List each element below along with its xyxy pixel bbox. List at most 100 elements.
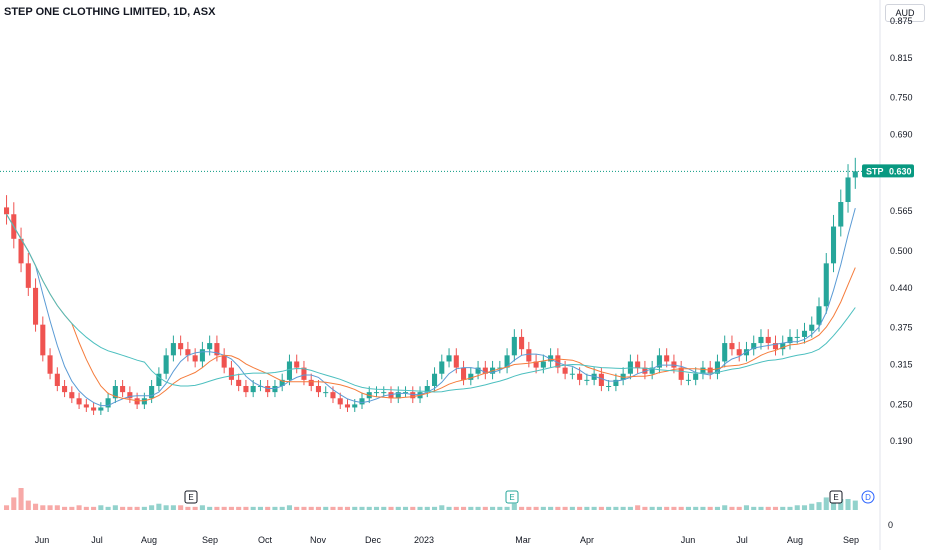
candle-body (25, 263, 31, 288)
volume-bar (816, 502, 822, 510)
volume-bar (722, 505, 728, 510)
volume-bar (838, 499, 844, 510)
x-tick-label: Oct (258, 535, 273, 545)
volume-bar (562, 506, 568, 510)
volume-bar (453, 506, 459, 510)
volume-bar (765, 506, 771, 510)
svg-text:E: E (509, 493, 514, 502)
candle-body (192, 355, 198, 362)
svg-text:E: E (188, 493, 193, 502)
volume-bar (257, 506, 263, 510)
volume-bar (337, 506, 343, 510)
x-tick-label: Aug (141, 535, 157, 545)
volume-bar (228, 506, 234, 510)
volume-bar (62, 506, 68, 510)
volume-bar (627, 506, 633, 510)
volume-bar (410, 506, 416, 510)
candle-body (475, 367, 481, 374)
candle-body (613, 379, 619, 386)
volume-bar (714, 506, 720, 510)
volume-bar (265, 506, 271, 510)
volume-bar (707, 506, 713, 510)
volume-bar (635, 505, 641, 510)
x-tick-label: Jul (736, 535, 748, 545)
volume-bar (584, 506, 590, 510)
volume-bar (18, 488, 24, 510)
volume-bar (468, 506, 474, 510)
candle-body (620, 373, 626, 380)
candle-body (787, 336, 793, 344)
candle-body (533, 361, 539, 368)
x-tick-label: Jul (91, 535, 103, 545)
volume-bar (381, 506, 387, 510)
candle-body (656, 355, 662, 368)
volume-bar (432, 506, 438, 510)
volume-bar (743, 505, 750, 510)
volume-bar (424, 506, 430, 510)
volume-bar (207, 506, 213, 510)
volume-bar (243, 506, 249, 510)
volume-bar (533, 506, 539, 510)
volume-bar (315, 506, 322, 510)
candle-body (323, 392, 329, 394)
volume-bar (141, 506, 147, 510)
volume-bar (504, 506, 510, 510)
candle-body (424, 386, 430, 393)
candle-body (569, 373, 575, 375)
last-price-value: 0.630 (889, 166, 912, 176)
candle-body (772, 343, 779, 350)
candle-body (120, 386, 126, 393)
dividend-marker[interactable]: D (861, 490, 875, 504)
volume-bar (519, 506, 525, 510)
x-tick-label: Dec (365, 535, 382, 545)
earnings-marker[interactable]: E (184, 490, 198, 504)
earnings-marker[interactable]: E (505, 490, 519, 504)
x-tick-label: Sep (843, 535, 859, 545)
volume-bar (809, 503, 815, 510)
candle-body (185, 349, 191, 356)
volume-bar (344, 506, 351, 510)
candle-body (279, 379, 285, 386)
candle-body (250, 386, 256, 393)
volume-bar (308, 506, 314, 510)
candle-body (584, 379, 590, 381)
volume-bar (236, 506, 242, 510)
volume-bar (678, 506, 684, 510)
candle-body (468, 373, 474, 380)
candle-body (301, 367, 307, 380)
candle-body (852, 171, 858, 178)
volume-bar (294, 506, 300, 510)
candle-body (838, 202, 844, 227)
volume-bar (685, 506, 691, 510)
volume-bar (105, 506, 111, 510)
volume-bar (192, 506, 198, 510)
volume-bar (373, 506, 380, 510)
volume-bar (482, 506, 488, 510)
y-tick-label: 0.315 (890, 360, 913, 370)
volume-bar (693, 506, 699, 510)
volume-bar (497, 506, 503, 510)
volume-bar (395, 506, 401, 510)
svg-text:D: D (865, 493, 871, 502)
volume-bar (511, 503, 517, 510)
earnings-marker[interactable]: E (829, 490, 843, 504)
candle-body (511, 336, 517, 356)
candle-body (381, 392, 387, 394)
volume-bar (83, 506, 89, 510)
candle-body (519, 336, 525, 350)
candle-body (62, 386, 68, 393)
currency-button[interactable]: AUD (885, 4, 925, 22)
candle-body (461, 367, 467, 380)
y-tick-label: 0.565 (890, 206, 913, 216)
ma-medium-line (6, 214, 856, 402)
volume-bar (402, 506, 409, 510)
volume-bar (214, 506, 220, 510)
candle-body (729, 343, 735, 350)
x-tick-label: Aug (787, 535, 803, 545)
candle-body (707, 367, 713, 374)
candle-body (47, 355, 53, 374)
candle-body (671, 361, 677, 368)
candle-body (265, 386, 271, 393)
x-tick-label: Jun (681, 535, 696, 545)
